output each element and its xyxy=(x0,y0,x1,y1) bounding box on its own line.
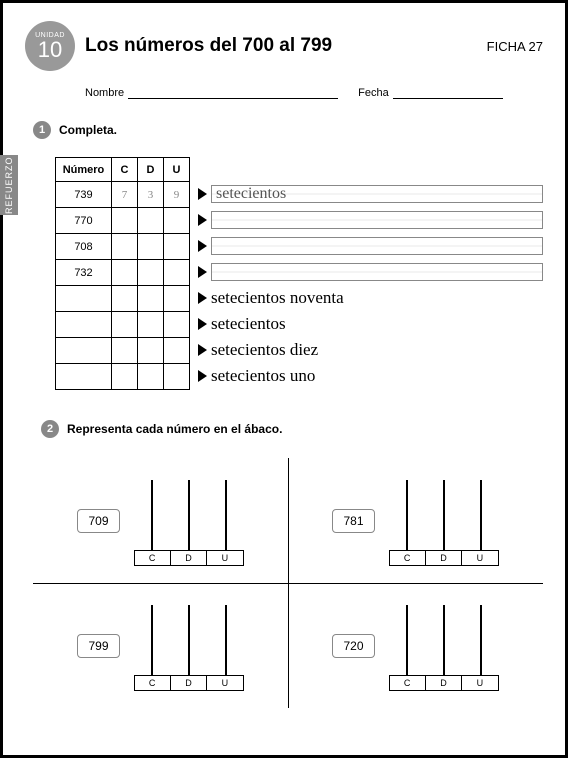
table-row xyxy=(56,312,190,338)
word-input-box[interactable] xyxy=(211,237,543,255)
triangle-icon xyxy=(198,240,207,252)
exercise-1-header: 1 Completa. xyxy=(33,121,543,139)
exercise-1-instruction: Completa. xyxy=(59,123,117,137)
triangle-icon xyxy=(198,292,207,304)
abacus[interactable]: CDU xyxy=(389,476,499,566)
table-row: 732 xyxy=(56,260,190,286)
exercise-2: 2 Representa cada número en el ábaco. 70… xyxy=(33,420,543,708)
triangle-icon xyxy=(198,318,207,330)
abacus-grid: 709 CDU 781 CDU 799 CDU 720 CDU xyxy=(33,458,543,708)
word-row: setecientos xyxy=(198,181,543,207)
word-input-box[interactable]: setecientos xyxy=(211,185,543,203)
header: UNIDAD 10 Los números del 700 al 799 FIC… xyxy=(25,21,543,71)
abacus[interactable]: CDU xyxy=(134,601,244,691)
ficha-label: FICHA 27 xyxy=(487,39,543,54)
name-date-row: Nombre Fecha xyxy=(85,85,543,99)
date-field: Fecha xyxy=(358,85,503,99)
abacus[interactable]: CDU xyxy=(389,601,499,691)
word-row: setecientos noventa xyxy=(198,285,543,311)
exercise-1-content: Número C D U 739739 770 708 732 setecien… xyxy=(55,157,543,390)
table-row xyxy=(56,338,190,364)
word-row xyxy=(198,259,543,285)
side-tab: REFUERZO xyxy=(0,155,18,215)
page-title: Los números del 700 al 799 xyxy=(85,35,487,57)
exercise-number-2: 2 xyxy=(41,420,59,438)
abacus-cell: 709 CDU xyxy=(33,458,288,583)
table-row xyxy=(56,364,190,390)
header-u: U xyxy=(164,158,190,182)
abacus-number-label: 720 xyxy=(332,634,374,658)
table-row: 708 xyxy=(56,234,190,260)
word-row: setecientos diez xyxy=(198,337,543,363)
word-row xyxy=(198,207,543,233)
exercise-2-instruction: Representa cada número en el ábaco. xyxy=(67,422,282,436)
triangle-icon xyxy=(198,188,207,200)
abacus-number-label: 709 xyxy=(77,509,119,533)
date-label: Fecha xyxy=(358,87,389,99)
header-numero: Número xyxy=(56,158,112,182)
header-d: D xyxy=(138,158,164,182)
word-row: setecientos uno xyxy=(198,363,543,389)
name-label: Nombre xyxy=(85,87,124,99)
word-input-box[interactable] xyxy=(211,211,543,229)
name-field: Nombre xyxy=(85,85,338,99)
unit-badge: UNIDAD 10 xyxy=(25,21,75,71)
header-c: C xyxy=(112,158,138,182)
abacus[interactable]: CDU xyxy=(134,476,244,566)
table-row: 739739 xyxy=(56,182,190,208)
exercise-2-header: 2 Representa cada número en el ábaco. xyxy=(41,420,543,438)
word-input-box[interactable] xyxy=(211,263,543,281)
words-column: setecientos setecientos noventa setecien… xyxy=(198,157,543,390)
worksheet-page: REFUERZO UNIDAD 10 Los números del 700 a… xyxy=(0,0,568,758)
name-input-line[interactable] xyxy=(128,85,338,99)
table-row: 770 xyxy=(56,208,190,234)
abacus-cell: 720 CDU xyxy=(288,583,543,708)
abacus-cell: 781 CDU xyxy=(288,458,543,583)
table-row xyxy=(56,286,190,312)
triangle-icon xyxy=(198,266,207,278)
abacus-number-label: 781 xyxy=(332,509,374,533)
word-row: setecientos xyxy=(198,311,543,337)
triangle-icon xyxy=(198,370,207,382)
unit-number: 10 xyxy=(38,39,62,61)
date-input-line[interactable] xyxy=(393,85,503,99)
triangle-icon xyxy=(198,344,207,356)
abacus-number-label: 799 xyxy=(77,634,119,658)
number-table: Número C D U 739739 770 708 732 xyxy=(55,157,190,390)
word-row xyxy=(198,233,543,259)
exercise-number-1: 1 xyxy=(33,121,51,139)
abacus-cell: 799 CDU xyxy=(33,583,288,708)
triangle-icon xyxy=(198,214,207,226)
